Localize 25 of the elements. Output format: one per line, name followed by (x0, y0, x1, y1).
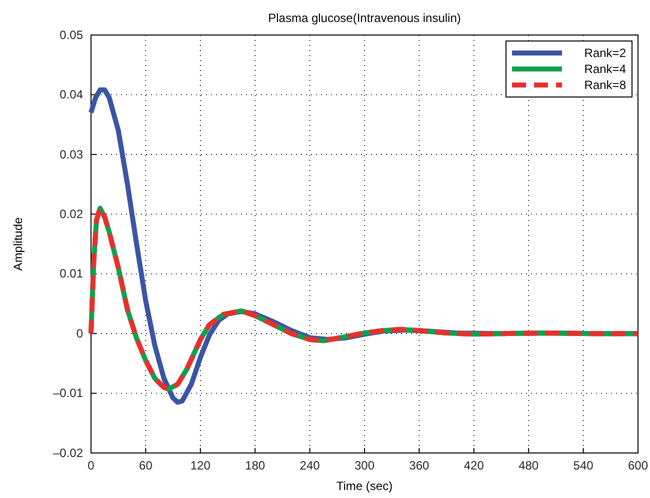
x-tick-label: 420 (464, 458, 484, 473)
x-tick-label: 180 (245, 458, 266, 473)
y-tick-label: 0.05 (60, 28, 84, 42)
x-tick-label: 120 (190, 458, 211, 473)
y-tick-label: 0.04 (60, 88, 84, 102)
x-axis-title: Time (sec) (336, 479, 393, 493)
y-axis-title: Amplitude (11, 217, 25, 271)
legend-label: Rank=4 (584, 62, 626, 76)
legend-label: Rank=2 (584, 46, 626, 60)
y-tick-label: 0.01 (60, 266, 84, 281)
y-tick-label: –0.02 (52, 446, 84, 460)
chart-title: Plasma glucose(Intravenous insulin) (268, 11, 461, 25)
x-tick-label: 240 (300, 458, 320, 473)
y-tick-label: –0.01 (52, 386, 84, 400)
x-tick-label: 60 (139, 458, 153, 473)
legend-label: Rank=8 (584, 78, 626, 92)
x-tick-label: 0 (88, 458, 95, 473)
y-tick-label: 0.02 (60, 206, 84, 221)
y-tick-label: 0.03 (60, 147, 84, 162)
y-tick-label: 0 (76, 326, 84, 340)
x-tick-label: 360 (409, 458, 430, 473)
x-tick-label: 300 (354, 458, 375, 473)
x-tick-label: 600 (628, 458, 648, 473)
x-tick-label: 480 (518, 458, 539, 473)
x-tick-label: 540 (573, 458, 594, 473)
